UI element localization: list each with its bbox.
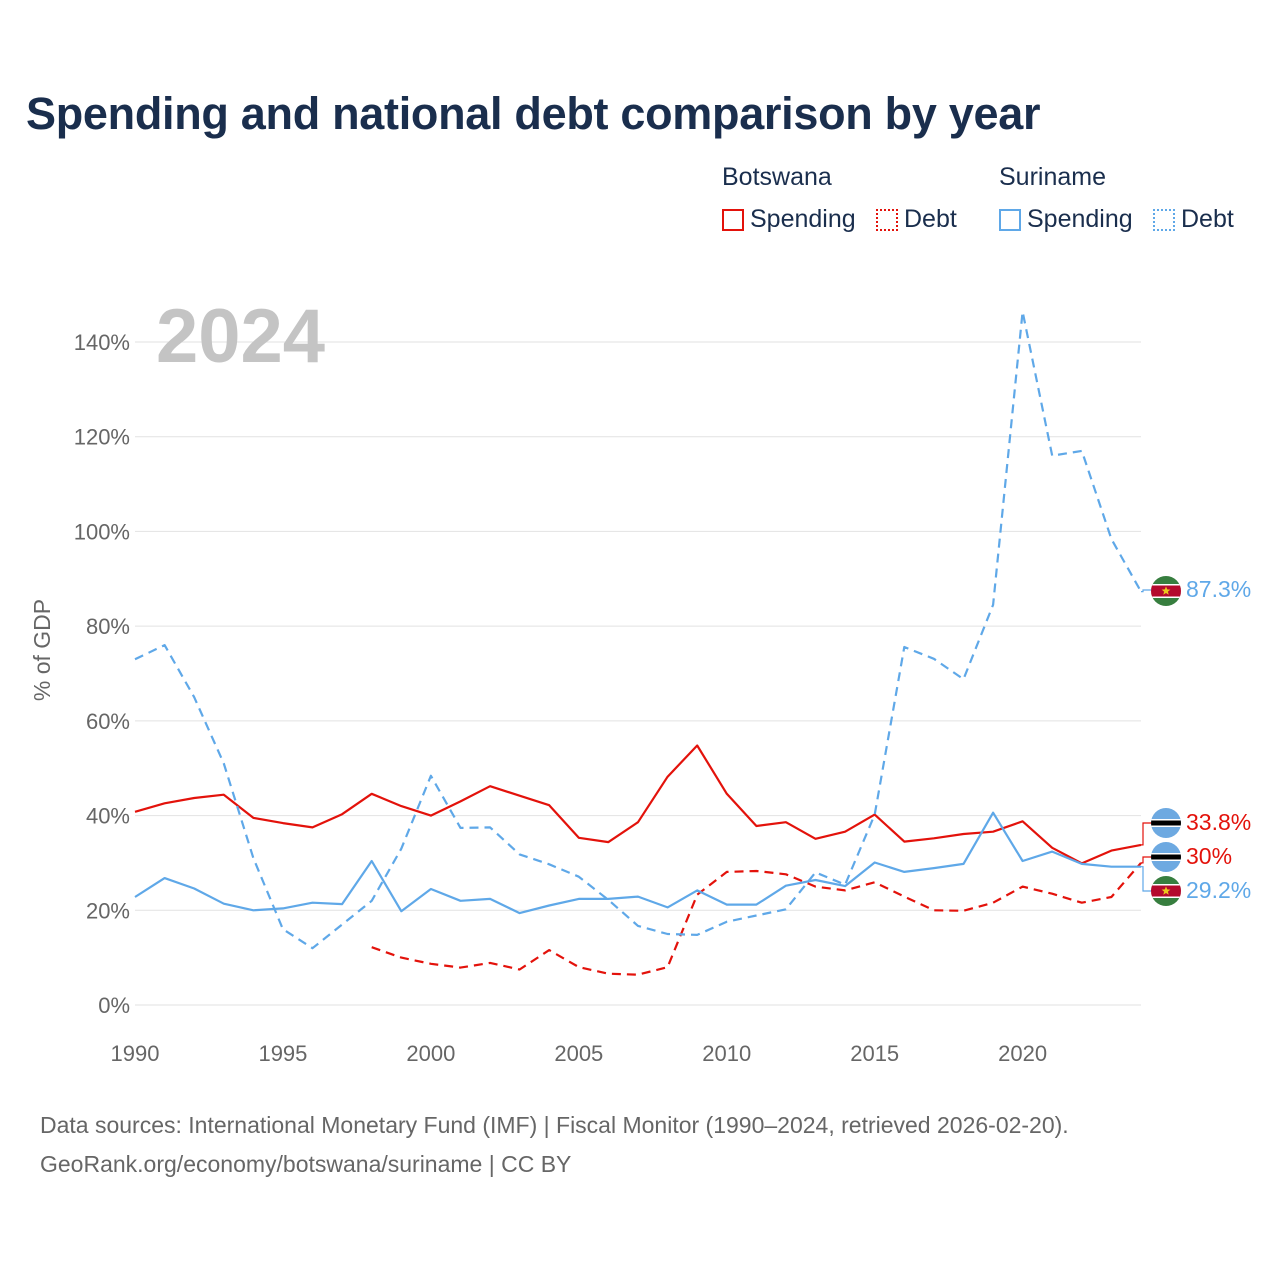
end-label-botswana-debt: 30% bbox=[1186, 843, 1232, 869]
legend-label: Spending bbox=[750, 205, 856, 233]
y-axis-label: % of GDP bbox=[29, 599, 55, 701]
x-tick-label: 1990 bbox=[111, 1041, 160, 1066]
x-tick-label: 2015 bbox=[850, 1041, 899, 1066]
y-tick-label: 60% bbox=[86, 709, 130, 734]
legend-suriname-spending[interactable]: Spending bbox=[999, 205, 1133, 234]
y-tick-label: 0% bbox=[98, 993, 130, 1018]
connector-line bbox=[1141, 589, 1152, 593]
legend-swatch-solid-blue bbox=[999, 208, 1021, 231]
connector-line bbox=[1141, 856, 1152, 864]
sources-line-2[interactable]: GeoRank.org/economy/botswana/suriname | … bbox=[40, 1151, 572, 1177]
y-tick-label: 20% bbox=[86, 898, 130, 923]
legend-group-botswana: Botswana bbox=[722, 163, 832, 191]
sources-line-1: Data sources: International Monetary Fun… bbox=[40, 1112, 1069, 1138]
x-tick-labels: 1990 1995 2000 2005 2010 2015 2020 bbox=[111, 1041, 1048, 1066]
legend-swatch-dotted-red bbox=[876, 208, 898, 231]
legend-suriname-debt[interactable]: Debt bbox=[1153, 205, 1234, 234]
legend-botswana-spending[interactable]: Spending bbox=[722, 205, 856, 234]
y-tick-labels: 0% 20% 40% 60% 80% 100% 120% 140% bbox=[74, 330, 130, 1018]
end-flags bbox=[1151, 576, 1181, 906]
x-tick-label: 2020 bbox=[998, 1041, 1047, 1066]
legend-botswana-debt[interactable]: Debt bbox=[876, 205, 957, 234]
legend-swatch-solid-red bbox=[722, 208, 744, 231]
end-label-botswana-spending: 33.8% bbox=[1186, 809, 1251, 835]
suriname-flag-icon bbox=[1151, 876, 1181, 906]
data-sources: Data sources: International Monetary Fun… bbox=[40, 1106, 1069, 1184]
legend-swatch-dotted-blue bbox=[1153, 208, 1175, 231]
legend-label: Spending bbox=[1027, 205, 1133, 233]
series-line bbox=[134, 744, 1142, 865]
grid-lines bbox=[135, 341, 1141, 1006]
botswana-flag-icon bbox=[1151, 808, 1181, 838]
connector-line bbox=[1141, 866, 1152, 892]
y-tick-label: 140% bbox=[74, 330, 130, 355]
series-lines bbox=[134, 310, 1142, 976]
connector-line bbox=[1141, 822, 1152, 846]
x-tick-label: 2000 bbox=[406, 1041, 455, 1066]
series-line bbox=[134, 811, 1141, 915]
series-line bbox=[371, 862, 1142, 976]
chart-title: Spending and national debt comparison by… bbox=[26, 88, 1041, 139]
year-watermark: 2024 bbox=[156, 294, 325, 379]
series-line bbox=[134, 310, 1142, 950]
end-label-connectors bbox=[1141, 589, 1152, 892]
end-label-suriname-spending: 29.2% bbox=[1186, 877, 1251, 903]
x-tick-label: 1995 bbox=[258, 1041, 307, 1066]
suriname-flag-icon bbox=[1151, 576, 1181, 606]
x-tick-label: 2005 bbox=[554, 1041, 603, 1066]
botswana-flag-icon bbox=[1151, 842, 1181, 872]
line-chart: 2024 % of GDP 0% 20% 40% 60% 80% 100% 120% 140%… bbox=[29, 294, 1251, 1066]
legend-group-suriname: Suriname bbox=[999, 163, 1106, 191]
y-tick-label: 80% bbox=[86, 614, 130, 639]
y-tick-label: 120% bbox=[74, 425, 130, 450]
legend-label: Debt bbox=[904, 205, 957, 233]
legend-label: Debt bbox=[1181, 205, 1234, 233]
y-tick-label: 40% bbox=[86, 804, 130, 829]
end-label-suriname-debt: 87.3% bbox=[1186, 576, 1251, 602]
x-tick-label: 2010 bbox=[702, 1041, 751, 1066]
y-tick-label: 100% bbox=[74, 519, 130, 544]
